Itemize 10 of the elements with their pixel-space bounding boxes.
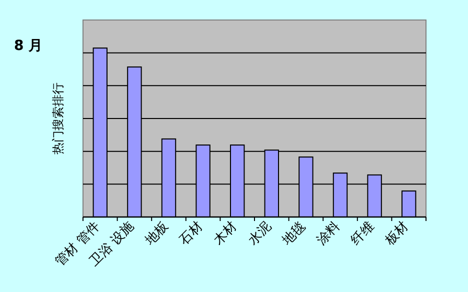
x-tick-label: 木材 [211,219,240,248]
x-tick-label: 纤维 [348,219,378,248]
x-tick-label: 地板 [142,219,172,249]
x-tick-label: 涂料 [314,219,344,248]
chart-title: 8 月 [14,38,43,54]
y-axis-title: 热门搜索排行 [51,82,65,154]
x-tick-label: 板材 [382,219,412,249]
x-tick-label: 石材 [176,219,206,248]
x-tick-label: 地毯 [279,219,309,249]
x-tick-label: 水泥 [245,219,274,248]
